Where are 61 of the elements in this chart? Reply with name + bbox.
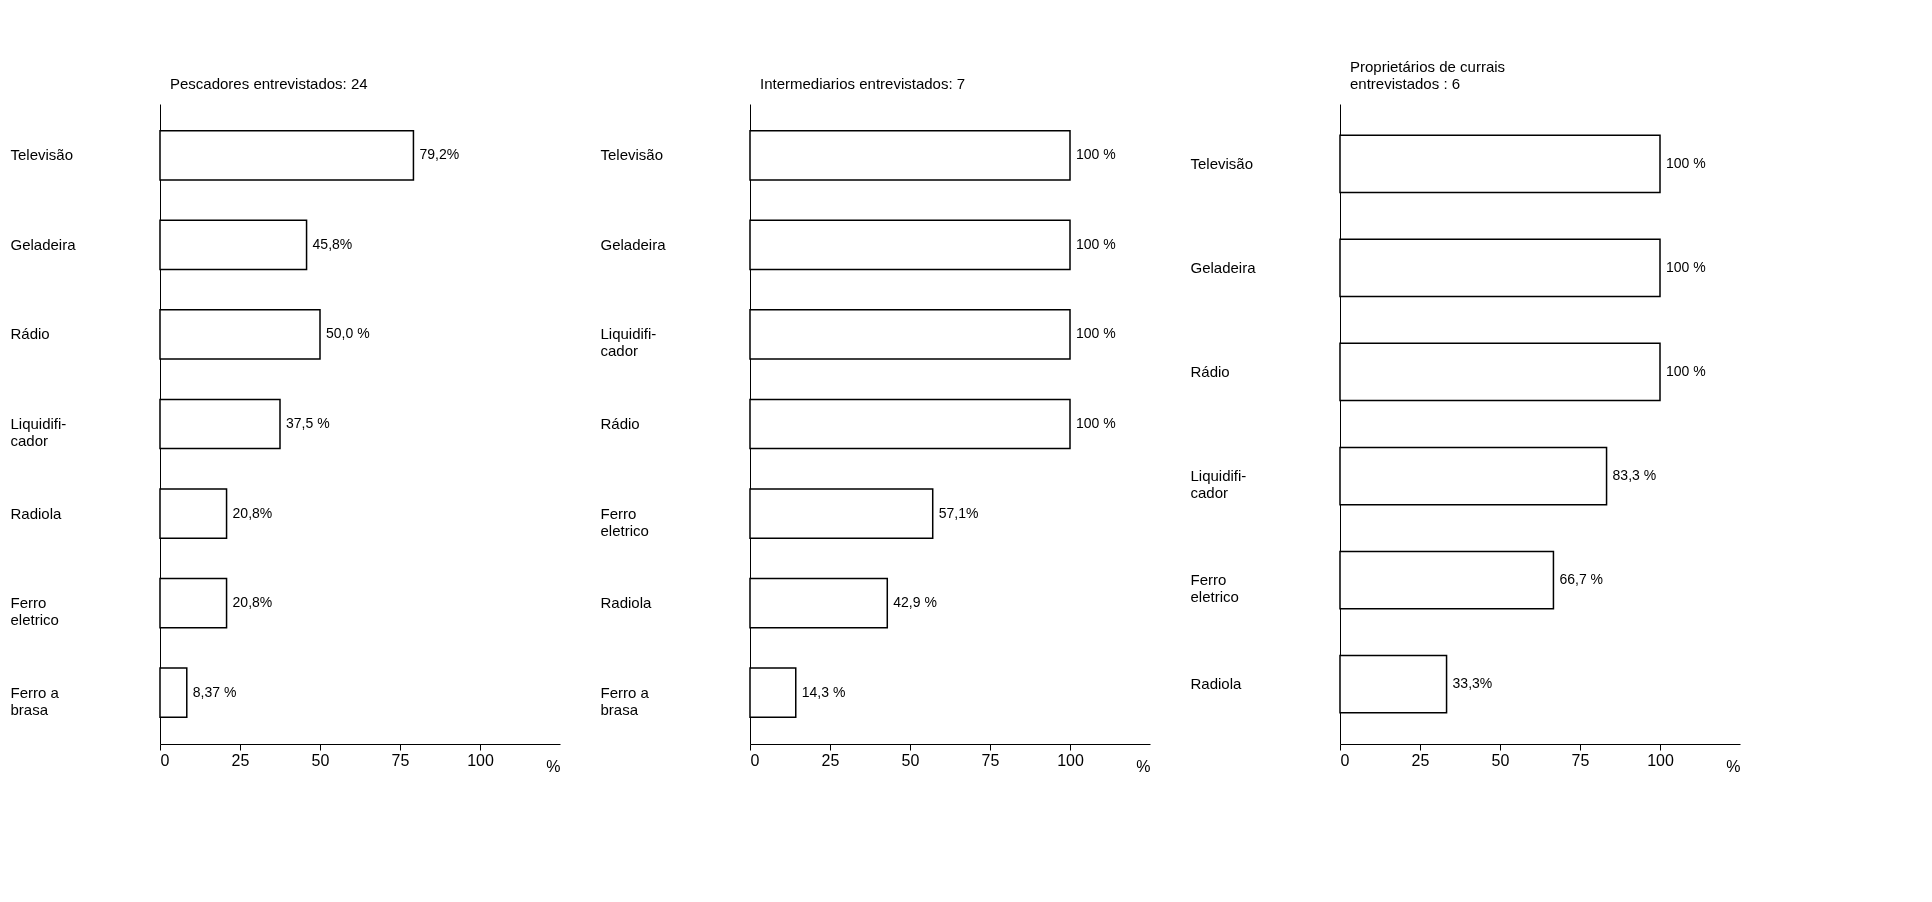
- x-tick-label: 50: [311, 751, 330, 769]
- data-label: 100 %: [1666, 258, 1706, 275]
- data-label: 37,5 %: [286, 415, 330, 431]
- data-label: 79,2%: [419, 146, 460, 163]
- y-tick-label: Liquidifi- cador: [600, 325, 657, 360]
- y-tick-label: Radiola: [600, 594, 653, 612]
- data-label: 42,9 %: [893, 594, 937, 611]
- x-tick-label: 50: [1491, 751, 1510, 769]
- data-label: 100 %: [1666, 154, 1706, 171]
- x-tick-label: 50: [901, 751, 920, 769]
- x-tick-label: 0: [750, 751, 760, 769]
- y-tick-label: Ferro eletrico: [1190, 571, 1239, 606]
- y-tick-label: Geladeira: [1190, 258, 1257, 276]
- data-label: 45,8%: [312, 235, 353, 252]
- data-label: 100 %: [1666, 362, 1706, 379]
- y-tick-label: Televisão: [1190, 154, 1254, 172]
- data-label: 50,0 %: [326, 325, 370, 342]
- data-label: 57,1%: [938, 504, 979, 521]
- data-label: 8,37 %: [192, 683, 237, 700]
- y-tick-label: Televisão: [10, 146, 74, 164]
- data-label: 100 %: [1076, 415, 1116, 431]
- x-tick-label: 75: [1571, 751, 1590, 769]
- y-tick-label: Liquidifi- cador: [1190, 467, 1247, 502]
- y-tick-label: Radiola: [1190, 675, 1243, 693]
- data-label: 100 %: [1076, 325, 1116, 342]
- data-label: 83,3 %: [1612, 467, 1657, 484]
- x-tick-label: 75: [391, 751, 410, 769]
- x-tick-label: 25: [821, 751, 840, 769]
- x-tick-label: 100: [1057, 751, 1084, 769]
- y-tick-label: Ferro eletrico: [10, 594, 59, 629]
- x-axis-title: %: [1136, 757, 1151, 775]
- data-label: 100 %: [1076, 146, 1116, 163]
- x-tick-label: 25: [231, 751, 250, 769]
- x-tick-label: 25: [1411, 751, 1430, 769]
- y-tick-label: Rádio: [1190, 362, 1230, 380]
- data-label: 20,8%: [232, 594, 273, 611]
- x-tick-label: 0: [160, 751, 170, 769]
- y-tick-label: Ferro a brasa: [600, 683, 650, 718]
- y-tick-label: Televisão: [600, 146, 664, 164]
- x-axis-title: %: [1726, 757, 1741, 775]
- x-tick-label: 100: [1647, 751, 1674, 769]
- data-label: 100 %: [1076, 235, 1116, 252]
- chart-title: Proprietários de currais entrevistados : 6: [1350, 58, 1506, 92]
- y-tick-label: Liquidifi- cador: [10, 415, 67, 449]
- data-label: 14,3 %: [801, 683, 846, 700]
- chart-title: Pescadores entrevistados: 24: [170, 75, 368, 92]
- y-tick-label: Geladeira: [600, 235, 667, 253]
- y-tick-label: Rádio: [10, 325, 50, 343]
- x-tick-label: 75: [981, 751, 1000, 769]
- y-tick-label: Ferro eletrico: [600, 504, 649, 539]
- y-tick-label: Geladeira: [10, 235, 77, 253]
- data-label: 33,3%: [1452, 675, 1493, 692]
- x-axis-title: %: [546, 757, 561, 775]
- chart-title: Intermediarios entrevistados: 7: [760, 75, 966, 92]
- x-tick-label: 0: [1340, 751, 1350, 769]
- data-label: 66,7 %: [1559, 571, 1604, 588]
- data-label: 20,8%: [232, 504, 273, 521]
- y-tick-label: Ferro a brasa: [10, 683, 60, 718]
- y-tick-label: Radiola: [10, 504, 63, 522]
- x-tick-label: 100: [467, 751, 494, 769]
- y-tick-label: Rádio: [600, 415, 640, 432]
